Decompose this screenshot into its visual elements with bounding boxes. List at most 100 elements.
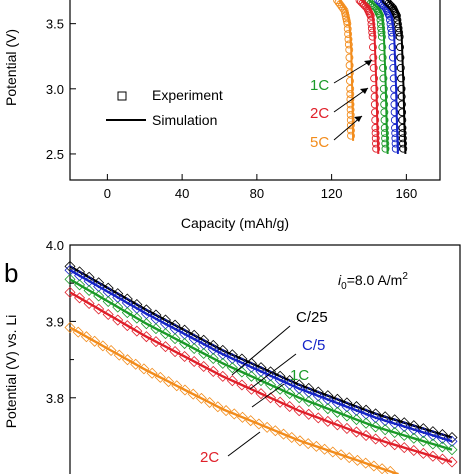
series-C/5-marker (390, 116, 399, 125)
series-C/5-line (69, 269, 453, 443)
i0-text: =8.0 A/m (347, 272, 403, 288)
series-1C-marker (380, 129, 389, 138)
x-tick-label: 120 (321, 186, 343, 201)
series-2C-marker (312, 412, 324, 424)
series-5C-marker (319, 443, 331, 455)
series-1C-marker (379, 64, 388, 72)
series-C/25-marker (398, 116, 407, 125)
series-2C-marker (350, 426, 363, 438)
series-5C-marker (346, 95, 355, 104)
series-2C-marker (389, 439, 401, 451)
series-5C-line (338, 0, 355, 141)
series-5C-marker (346, 84, 355, 93)
series-1C-marker (377, 24, 386, 33)
series-C/5-marker (398, 421, 410, 433)
series-C/25-marker (399, 139, 408, 148)
series-2C-line (69, 291, 453, 464)
series-2C-marker (446, 456, 458, 468)
series-2C-marker (371, 123, 380, 132)
series-5C-marker (376, 463, 388, 474)
series-2C-marker (369, 43, 377, 52)
series-C/5-marker (391, 139, 400, 148)
series-5C-marker (286, 431, 298, 444)
series-5C-marker (335, 449, 347, 461)
series-1C-marker (377, 32, 386, 41)
series-2C-marker (245, 383, 257, 395)
series-5C-marker (220, 405, 232, 417)
series-C/5-marker (274, 374, 286, 386)
series-C/5-marker (387, 24, 396, 33)
legend-experiment-label: Experiment (152, 87, 223, 103)
series-1C-marker (274, 383, 286, 395)
panel-b-chart: b 3.8 3.9 4.0 Potential (V) vs. Li i0=8.0 … (3, 238, 461, 474)
y-tick-label: 3.5 (46, 17, 64, 32)
series-2C-marker (369, 64, 378, 72)
series-2C-marker (293, 405, 305, 417)
panel-b-letter: b (4, 258, 18, 288)
series-1C-marker (379, 84, 388, 93)
series-1C-marker (389, 427, 401, 439)
series-C/5-marker (387, 28, 396, 37)
series-C/25-marker (398, 108, 407, 117)
panel-a-annotations: 1C 2C 5C (310, 59, 373, 151)
series-1C-marker (284, 387, 296, 400)
series-5C-marker (346, 105, 355, 114)
panel-b-y-axis-label: Potential (V) vs. Li (3, 315, 19, 429)
series-2C-marker (371, 129, 380, 138)
annotation-arrowhead (364, 60, 372, 66)
series-C/25-marker (399, 144, 408, 153)
series-C/25-marker (397, 100, 406, 109)
series-C/5-marker (322, 393, 334, 406)
series-1C-marker (293, 392, 305, 404)
series-5C-marker (347, 131, 355, 140)
series-5C-marker (269, 425, 281, 437)
series-2C-marker (427, 450, 439, 462)
series-5C-marker (360, 457, 372, 469)
series-C/5-marker (293, 383, 305, 395)
panel-a-plot-frame (69, 0, 441, 181)
y-tick-label: 4.0 (46, 238, 64, 253)
series-C/5-marker (341, 401, 353, 413)
series-1C-marker (360, 417, 372, 429)
series-C/25-marker (395, 32, 404, 41)
series-C/5-marker (389, 53, 397, 62)
series-5C-marker (345, 45, 354, 54)
series-5C-marker (345, 53, 354, 62)
series-2C-marker (322, 415, 334, 427)
series-5C-marker (346, 110, 355, 119)
series-1C-marker (226, 362, 238, 374)
series-2C-marker (368, 28, 377, 37)
series-5C-marker (345, 61, 354, 70)
series-2C-marker (408, 444, 420, 457)
series-5C-marker (345, 69, 354, 78)
legend-experiment-marker (117, 91, 127, 101)
series-2C-marker (236, 379, 248, 391)
series-C/5-marker (389, 74, 398, 83)
i0-subscript: 0 (341, 281, 347, 292)
series-2C-marker (367, 20, 376, 29)
series-2C-marker (370, 84, 379, 93)
annotation-C/25: C/25 (296, 309, 328, 326)
panel-a-chart: 0 40 80 120 160 2.5 3.0 3.5 Capacity (mAh/g) Po… (3, 0, 441, 231)
series-C/5-marker (436, 432, 448, 444)
series-2C-marker (371, 116, 380, 125)
series-C/5-marker (390, 100, 399, 109)
panel-b-plot-frame (69, 244, 461, 474)
series-1C-marker (378, 43, 387, 52)
x-tick-label: 0 (104, 186, 111, 201)
series-C/5-marker (312, 390, 324, 402)
panel-b-annotations: C/25 C/5 1C 2C (200, 309, 328, 466)
annotation-2C: 2C (310, 105, 329, 122)
y-tick-label: 3.0 (46, 82, 64, 97)
series-5C-marker (346, 77, 354, 85)
series-5C-marker (310, 440, 322, 452)
series-C/5-marker (386, 16, 394, 24)
series-C/25-marker (398, 123, 407, 132)
series-2C-marker (303, 408, 315, 420)
series-2C-marker (371, 108, 379, 117)
x-tick-label: 160 (396, 186, 418, 201)
series-5C-marker (236, 411, 248, 423)
series-1C-marker (381, 139, 390, 148)
annotation-C/5: C/5 (302, 337, 325, 354)
x-tick-label: 40 (175, 186, 189, 201)
